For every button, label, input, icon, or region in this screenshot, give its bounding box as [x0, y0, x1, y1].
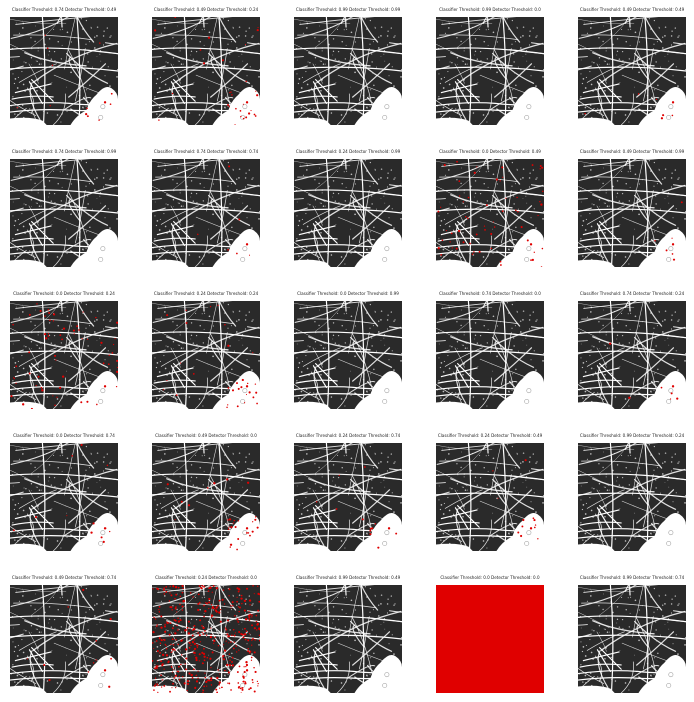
panel-title: Classifier Threshold: 0.49 Detector Thre…	[155, 433, 257, 438]
micrograph-image	[152, 17, 260, 125]
panel: Classifier Threshold: 0.24 Detector Thre…	[152, 575, 260, 693]
panel-title: Classifier Threshold: 0.49 Detector Thre…	[153, 7, 259, 12]
panel-title: Classifier Threshold: 0.99 Detector Thre…	[439, 7, 541, 12]
panel-title: Classifier Threshold: 0.49 Detector Thre…	[579, 7, 685, 12]
panel-title: Classifier Threshold: 0.24 Detector Thre…	[437, 433, 543, 438]
panel: Classifier Threshold: 0.99 Detector Thre…	[436, 7, 544, 125]
micrograph-image	[294, 159, 402, 267]
panel: Classifier Threshold: 0.49 Detector Thre…	[578, 149, 686, 267]
panel: Classifier Threshold: 0.49 Detector Thre…	[152, 7, 260, 125]
micrograph-image	[578, 585, 686, 693]
panel: Classifier Threshold: 0.0 Detector Thres…	[294, 291, 402, 409]
panel-title: Classifier Threshold: 0.74 Detector Thre…	[11, 7, 117, 12]
panel-title: Classifier Threshold: 0.0 Detector Thres…	[439, 149, 541, 154]
micrograph-image	[10, 159, 118, 267]
panel: Classifier Threshold: 0.99 Detector Thre…	[578, 433, 686, 551]
panel: Classifier Threshold: 0.74 Detector Thre…	[436, 291, 544, 409]
micrograph-image	[294, 585, 402, 693]
micrograph-image	[436, 159, 544, 267]
micrograph-image	[436, 585, 544, 693]
panel-title: Classifier Threshold: 0.99 Detector Thre…	[579, 575, 685, 580]
micrograph-image	[10, 301, 118, 409]
panel: Classifier Threshold: 0.74 Detector Thre…	[152, 149, 260, 267]
panel-title: Classifier Threshold: 0.99 Detector Thre…	[295, 575, 401, 580]
panel: Classifier Threshold: 0.74 Detector Thre…	[10, 149, 118, 267]
panel: Classifier Threshold: 0.99 Detector Thre…	[578, 575, 686, 693]
panel-title: Classifier Threshold: 0.24 Detector Thre…	[295, 149, 401, 154]
panel-title: Classifier Threshold: 0.99 Detector Thre…	[579, 433, 685, 438]
panel: Classifier Threshold: 0.49 Detector Thre…	[578, 7, 686, 125]
panel: Classifier Threshold: 0.49 Detector Thre…	[152, 433, 260, 551]
panel-title: Classifier Threshold: 0.24 Detector Thre…	[295, 433, 401, 438]
panel-title: Classifier Threshold: 0.0 Detector Thres…	[297, 291, 399, 296]
panel-title: Classifier Threshold: 0.0 Detector Thres…	[440, 575, 540, 580]
panel-title: Classifier Threshold: 0.74 Detector Thre…	[579, 291, 685, 296]
panel: Classifier Threshold: 0.24 Detector Thre…	[152, 291, 260, 409]
panel: Classifier Threshold: 0.99 Detector Thre…	[294, 7, 402, 125]
panel-title: Classifier Threshold: 0.24 Detector Thre…	[153, 291, 259, 296]
panel-title: Classifier Threshold: 0.49 Detector Thre…	[579, 149, 685, 154]
panel: Classifier Threshold: 0.0 Detector Thres…	[10, 291, 118, 409]
panel: Classifier Threshold: 0.49 Detector Thre…	[10, 575, 118, 693]
micrograph-image	[152, 443, 260, 551]
panel-title: Classifier Threshold: 0.0 Detector Thres…	[13, 433, 115, 438]
panel: Classifier Threshold: 0.0 Detector Thres…	[10, 433, 118, 551]
micrograph-image	[436, 443, 544, 551]
panel-title: Classifier Threshold: 0.49 Detector Thre…	[11, 575, 117, 580]
panel-title: Classifier Threshold: 0.74 Detector Thre…	[153, 149, 259, 154]
micrograph-image	[578, 443, 686, 551]
panel-title: Classifier Threshold: 0.0 Detector Thres…	[13, 291, 115, 296]
micrograph-image	[578, 301, 686, 409]
micrograph-image	[10, 585, 118, 693]
panel-title: Classifier Threshold: 0.99 Detector Thre…	[295, 7, 401, 12]
micrograph-image	[10, 443, 118, 551]
panel: Classifier Threshold: 0.74 Detector Thre…	[10, 7, 118, 125]
panel: Classifier Threshold: 0.74 Detector Thre…	[578, 291, 686, 409]
micrograph-image	[294, 443, 402, 551]
panel: Classifier Threshold: 0.0 Detector Thres…	[436, 575, 544, 693]
micrograph-image	[152, 585, 260, 693]
micrograph-image	[294, 301, 402, 409]
micrograph-image	[152, 159, 260, 267]
micrograph-image	[152, 301, 260, 409]
panel: Classifier Threshold: 0.24 Detector Thre…	[436, 433, 544, 551]
panel: Classifier Threshold: 0.99 Detector Thre…	[294, 575, 402, 693]
micrograph-image	[578, 159, 686, 267]
micrograph-image	[436, 301, 544, 409]
micrograph-image	[436, 17, 544, 125]
panel-title: Classifier Threshold: 0.24 Detector Thre…	[155, 575, 257, 580]
panel: Classifier Threshold: 0.0 Detector Thres…	[436, 149, 544, 267]
panel-title: Classifier Threshold: 0.74 Detector Thre…	[439, 291, 541, 296]
panel: Classifier Threshold: 0.24 Detector Thre…	[294, 149, 402, 267]
panel-title: Classifier Threshold: 0.74 Detector Thre…	[11, 149, 117, 154]
panel: Classifier Threshold: 0.24 Detector Thre…	[294, 433, 402, 551]
micrograph-image	[10, 17, 118, 125]
micrograph-image	[294, 17, 402, 125]
micrograph-image	[578, 17, 686, 125]
